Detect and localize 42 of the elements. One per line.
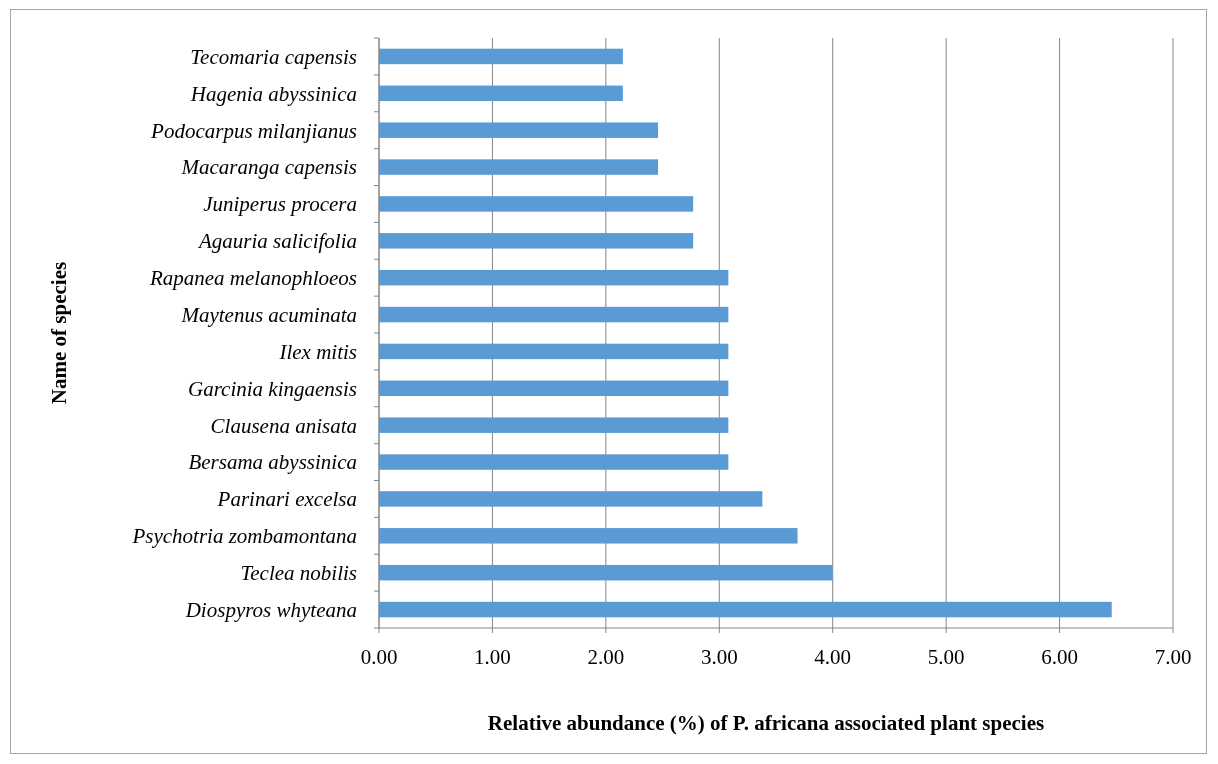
x-tick-label: 4.00 [814, 645, 852, 669]
y-tick-label: Garcinia kingaensis [188, 376, 357, 401]
y-tick-label: Ilex mitis [278, 339, 357, 364]
y-tick-label: Diospyros whyteana [184, 597, 357, 622]
y-axis-title: Name of species [47, 261, 71, 405]
y-tick-label: Tecomaria capensis [190, 44, 357, 69]
y-tick-label: Psychotria zombamontana [131, 524, 357, 549]
x-tick-label: 6.00 [1041, 645, 1078, 669]
y-tick-label: Juniperus procera [203, 192, 357, 217]
bar [379, 380, 729, 397]
y-tick-label: Rapanea melanophloeos [148, 266, 357, 291]
y-tick-label: Podocarpus milanjianus [150, 118, 357, 143]
bar [379, 564, 833, 581]
y-tick-label: Teclea nobilis [240, 561, 357, 586]
y-tick-label: Maytenus acuminata [180, 302, 357, 327]
bar [379, 159, 659, 175]
y-tick-label: Agauria salicifolia [196, 229, 357, 254]
bar [379, 417, 729, 433]
x-tick-label: 3.00 [700, 645, 738, 669]
bar [379, 269, 729, 286]
y-tick-label: Macaranga capensis [180, 155, 357, 180]
bar [379, 601, 1112, 618]
bar [379, 85, 623, 102]
bar [379, 122, 659, 138]
y-tick-label: Clausena anisata [210, 413, 357, 438]
bar [379, 306, 729, 323]
y-tick-label: Hagenia abyssinica [189, 81, 357, 106]
bar [379, 528, 798, 544]
x-tick-label: 5.00 [927, 645, 965, 669]
bar [379, 454, 729, 470]
y-tick-label: Bersama abyssinica [188, 450, 357, 475]
x-tick-label: 1.00 [474, 645, 511, 669]
bar [379, 233, 694, 249]
x-tick-label: 7.00 [1154, 645, 1192, 669]
x-tick-label: 2.00 [587, 645, 625, 669]
bar [379, 196, 694, 212]
x-axis-title: Relative abundance (%) of P. africana associated plant species [487, 711, 1045, 735]
bar [379, 491, 763, 507]
x-tick-label: 0.00 [360, 645, 398, 669]
y-tick-label: Parinari excelsa [216, 487, 357, 512]
bar [379, 343, 729, 360]
bar [379, 48, 623, 65]
